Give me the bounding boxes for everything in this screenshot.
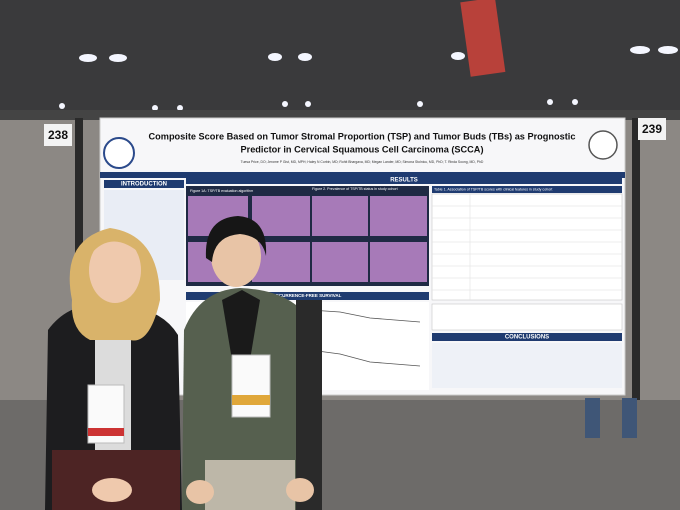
- section-heading: RESULTS: [390, 178, 418, 184]
- booth-pole: [632, 118, 640, 408]
- booth-frame: [0, 110, 680, 120]
- person-right: [182, 216, 322, 510]
- booth-number: 238: [48, 128, 68, 142]
- figure-caption: RECURRENCE-FREE SURVIVAL: [273, 293, 342, 298]
- person-left: [45, 228, 182, 510]
- figure-caption: Figure 1A: TSP/TB evaluation algorithm: [190, 189, 253, 193]
- background-person: [585, 398, 600, 438]
- table-caption: Table 1. Association of TSP/TB scores wi…: [434, 187, 552, 191]
- booth-number-card: [638, 118, 666, 140]
- section-heading: CONCLUSIONS: [505, 335, 549, 341]
- figure-caption: Figure 2. Prevalence of TSP/TB status in…: [312, 187, 398, 191]
- background-person: [622, 398, 637, 438]
- poster: Composite Score Based on Tumor Stromal P…: [99, 117, 626, 396]
- section-heading: INTRODUCTION: [121, 182, 167, 188]
- poster-title: Composite Score Based on Tumor Stromal P…: [149, 131, 576, 141]
- hanging-sign: [460, 0, 506, 77]
- booth-number-card: [44, 124, 72, 146]
- poster-authors: Tuesa Price, DO; Jerome P Gist, MD, MPH;…: [241, 160, 484, 164]
- booth-number: 239: [642, 122, 662, 136]
- poster-title: Predictor in Cervical Squamous Cell Carc…: [240, 144, 483, 154]
